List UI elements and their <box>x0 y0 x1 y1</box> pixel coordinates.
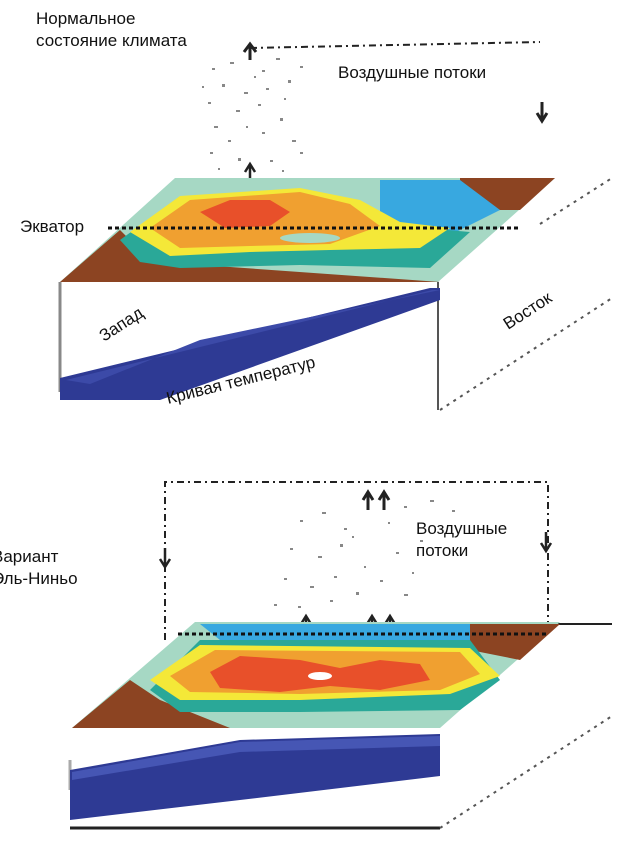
el-nino-sea-surface <box>72 622 560 728</box>
air-flows-label: Воздушные потоки <box>338 63 487 82</box>
el-nino-air-flows-line1: Воздушные <box>416 519 508 538</box>
west-label: Запад <box>96 303 147 345</box>
el-nino-rising-arrow-2 <box>377 489 391 510</box>
el-nino-sst-cold <box>200 624 470 640</box>
surface-rising-arrow <box>243 161 257 180</box>
el-nino-west-land <box>72 680 230 728</box>
el-nino-title-line1: Вариант <box>0 547 59 566</box>
rising-air-arrow <box>242 41 258 60</box>
el-nino-east-down-arrow <box>539 532 553 554</box>
upper-air-flow-line <box>249 41 541 49</box>
west-land <box>60 230 440 282</box>
el-nino-thermocline-top <box>72 736 440 780</box>
el-nino-panel <box>68 481 613 830</box>
el-nino-flow-outline <box>164 481 549 640</box>
el-nino-rising-arrow-1 <box>361 489 375 510</box>
sst-warm-core <box>200 200 290 228</box>
sea-surface-sheet <box>60 178 555 282</box>
rising-air-speckles <box>202 58 303 172</box>
el-nino-speckles <box>274 500 455 608</box>
el-nino-warm-gap <box>308 672 332 680</box>
el-nino-west-down-arrow <box>158 548 172 570</box>
el-nino-air-flows-line2: потоки <box>416 541 469 560</box>
thermocline-surface <box>60 288 440 400</box>
descending-air-arrow <box>535 102 549 124</box>
equator-label: Экватор <box>20 217 85 236</box>
ocean-box-outline <box>58 177 613 411</box>
normal-title-line1: Нормальное <box>36 9 136 28</box>
el-nino-thermocline <box>70 734 440 820</box>
sst-cool-patch <box>280 233 340 243</box>
normal-title-line2: состояние климата <box>36 31 187 50</box>
east-label: Восток <box>500 288 556 334</box>
thermocline-upper <box>66 290 440 384</box>
normal-conditions-panel <box>58 41 613 411</box>
walker-circulation-loop <box>249 41 541 49</box>
el-nino-circulation-loop <box>164 481 549 640</box>
el-nino-title-line2: Эль-Ниньо <box>0 569 78 588</box>
